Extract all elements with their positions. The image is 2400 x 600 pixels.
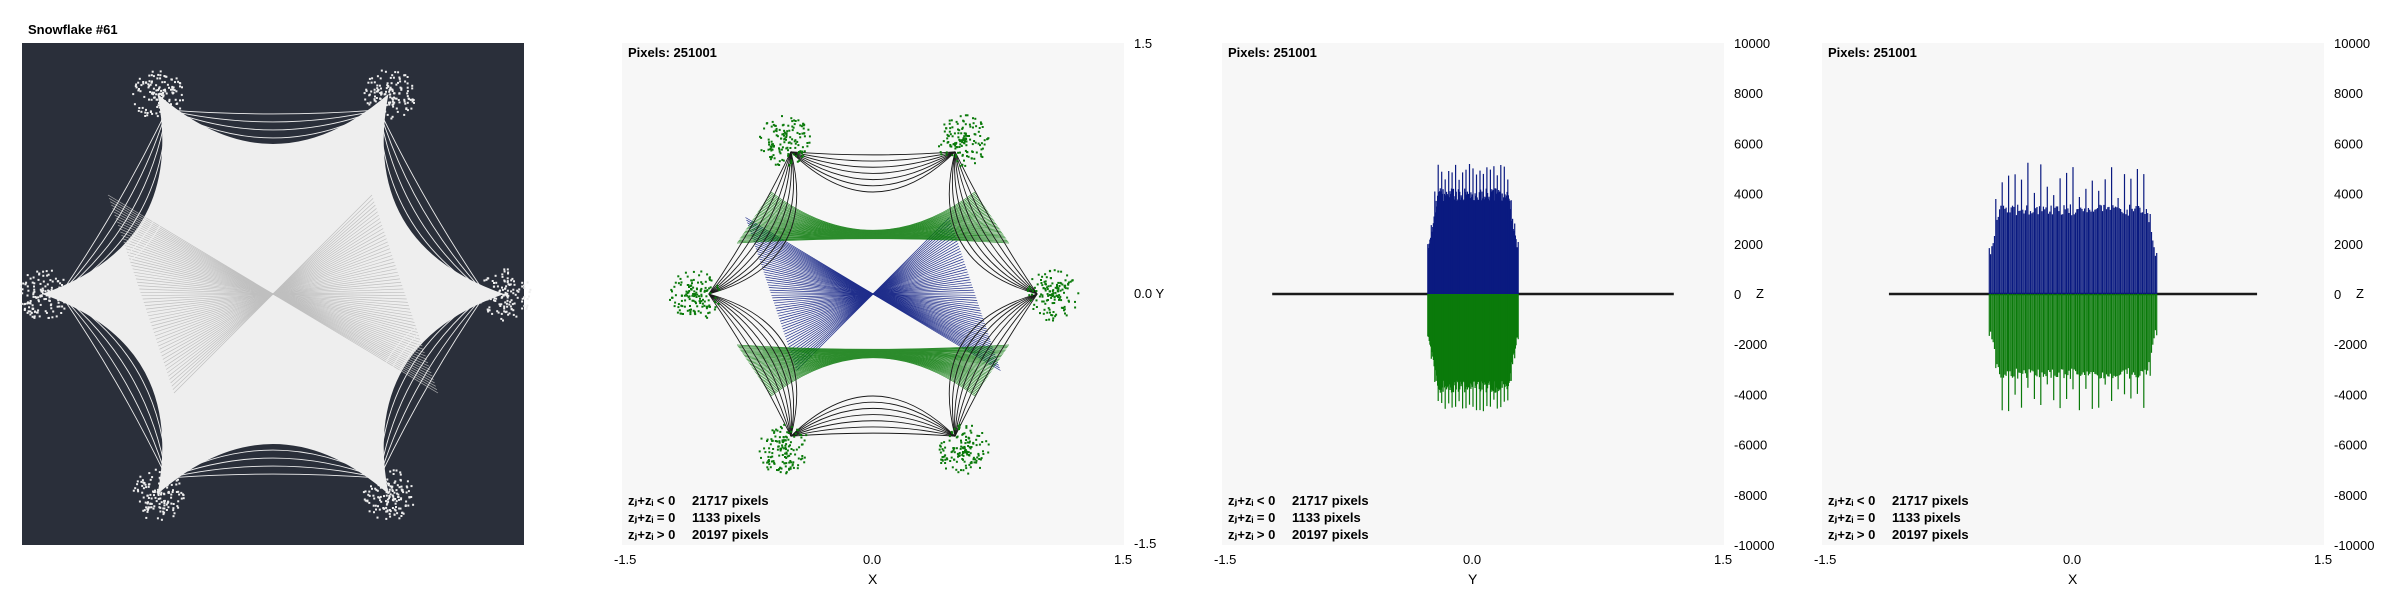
y-tick-label: -10000	[2334, 538, 2374, 553]
xz-legend-neg-count: 21717 pixels	[1892, 493, 1969, 508]
yz-legend-zero-count: 1133 pixels	[1292, 510, 1361, 525]
xz-x-tick-left: -1.5	[1814, 552, 1836, 567]
y-tick-label: -8000	[1734, 488, 1767, 503]
yz-x-tick-mid: 0.0	[1463, 552, 1481, 567]
xy-pixels-label: Pixels: 251001	[628, 45, 717, 60]
outer-arcs	[708, 151, 1038, 437]
xz-legend-neg-label: zⱼ+zᵢ < 0	[1828, 493, 1875, 508]
yz-y-axis-label: Z	[1756, 286, 1764, 301]
xz-histogram	[1888, 162, 2258, 412]
xz-legend-pos-count: 20197 pixels	[1892, 527, 1969, 542]
outer-arcs	[60, 109, 486, 479]
y-tick-label: -8000	[2334, 488, 2367, 503]
xy-legend: zⱼ+zᵢ < 0 21717 pixels zⱼ+zᵢ = 0 1133 pi…	[628, 493, 769, 542]
yz-legend-neg-label: zⱼ+zᵢ < 0	[1228, 493, 1275, 508]
y-tick-label: 6000	[1734, 136, 1763, 151]
xy-legend-neg-count: 21717 pixels	[692, 493, 769, 508]
yz-legend-pos-label: zⱼ+zᵢ > 0	[1228, 527, 1275, 542]
xy-legend-zero-label: zⱼ+zᵢ = 0	[628, 510, 675, 525]
y-tick-label: 10000	[1734, 36, 1770, 51]
xy-y-tick-top: 1.5	[1134, 36, 1152, 51]
tip-clusters	[20, 69, 532, 521]
xy-x-axis-label: X	[868, 571, 878, 587]
xy-y-tick-mid: 0.0 Y	[1134, 286, 1164, 301]
y-tick-label: -6000	[2334, 438, 2367, 453]
xy-y-tick-bottom: -1.5	[1134, 536, 1156, 551]
xz-x-tick-right: 1.5	[2314, 552, 2332, 567]
y-tick-label: -2000	[1734, 337, 1767, 352]
fan-lines	[107, 194, 439, 394]
fan-lines-secondary	[736, 191, 1010, 397]
y-tick-label: 0	[1734, 287, 1741, 302]
yz-x-tick-left: -1.5	[1214, 552, 1236, 567]
y-tick-label: 4000	[1734, 187, 1763, 202]
fan-lines	[745, 217, 1001, 371]
xz-legend-zero-label: zⱼ+zᵢ = 0	[1828, 510, 1875, 525]
y-tick-label: 6000	[2334, 136, 2363, 151]
xz-x-axis-label: X	[2068, 571, 2078, 587]
xz-x-tick-mid: 0.0	[2063, 552, 2081, 567]
xy-snowflake-projection	[669, 114, 1080, 475]
y-tick-label: 4000	[2334, 187, 2363, 202]
y-tick-label: 8000	[2334, 86, 2363, 101]
xz-pixels-label: Pixels: 251001	[1828, 45, 1917, 60]
yz-legend-pos-count: 20197 pixels	[1292, 527, 1369, 542]
y-tick-label: -4000	[2334, 387, 2367, 402]
y-tick-label: -2000	[2334, 337, 2367, 352]
y-tick-label: -6000	[1734, 438, 1767, 453]
negative-series	[1988, 294, 2158, 412]
xy-legend-neg-label: zⱼ+zᵢ < 0	[628, 493, 675, 508]
xy-x-tick-mid: 0.0	[863, 552, 881, 567]
yz-histogram	[1272, 164, 1674, 412]
y-tick-label: 2000	[2334, 237, 2363, 252]
positive-series	[1427, 164, 1519, 294]
xy-legend-zero-count: 1133 pixels	[692, 510, 761, 525]
xy-legend-pos-count: 20197 pixels	[692, 527, 769, 542]
xy-legend-pos-label: zⱼ+zᵢ > 0	[628, 527, 675, 542]
yz-legend-zero-label: zⱼ+zᵢ = 0	[1228, 510, 1275, 525]
xz-legend-zero-count: 1133 pixels	[1892, 510, 1961, 525]
yz-y-ticks: 10000 8000 6000 4000 2000 0 -2000 -4000 -6000 -80…	[1734, 36, 1774, 553]
yz-legend: zⱼ+zᵢ < 0 21717 pixels zⱼ+zᵢ = 0 1133 pi…	[1228, 493, 1369, 542]
yz-x-axis-label: Y	[1468, 571, 1478, 587]
xz-y-axis-label: Z	[2356, 286, 2364, 301]
y-tick-label: 2000	[1734, 237, 1763, 252]
xy-x-tick-right: 1.5	[1114, 552, 1132, 567]
xz-legend-pos-label: zⱼ+zᵢ > 0	[1828, 527, 1875, 542]
y-tick-label: 10000	[2334, 36, 2370, 51]
tip-clusters	[669, 114, 1080, 475]
xy-x-tick-left: -1.5	[614, 552, 636, 567]
figure-title: Snowflake #61	[28, 22, 118, 37]
snowflake-thumbnail	[20, 69, 532, 521]
positive-series	[1988, 162, 2158, 294]
negative-series	[1427, 294, 1519, 412]
xz-y-ticks: 10000 8000 6000 4000 2000 0 -2000 -4000 -6000 -80…	[2334, 36, 2374, 553]
y-tick-label: -10000	[1734, 538, 1774, 553]
yz-legend-neg-count: 21717 pixels	[1292, 493, 1369, 508]
y-tick-label: 0	[2334, 287, 2341, 302]
y-tick-label: -4000	[1734, 387, 1767, 402]
yz-pixels-label: Pixels: 251001	[1228, 45, 1317, 60]
y-tick-label: 8000	[1734, 86, 1763, 101]
yz-x-tick-right: 1.5	[1714, 552, 1732, 567]
xz-legend: zⱼ+zᵢ < 0 21717 pixels zⱼ+zᵢ = 0 1133 pi…	[1828, 493, 1969, 542]
